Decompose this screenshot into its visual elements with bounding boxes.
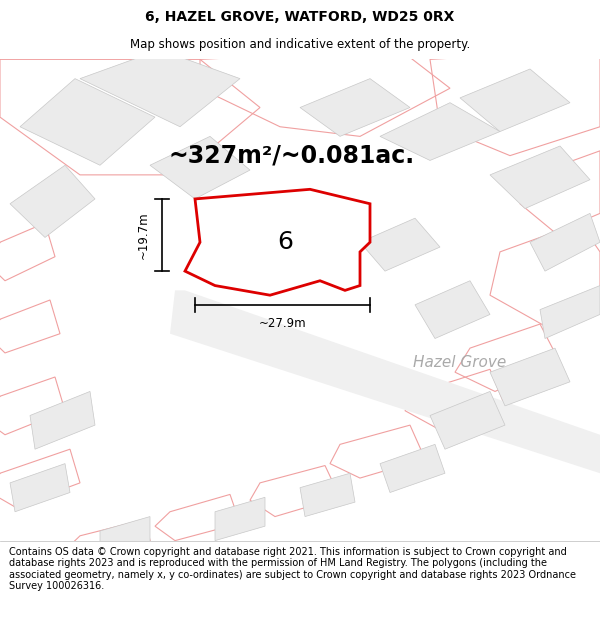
Text: ~327m²/~0.081ac.: ~327m²/~0.081ac. <box>168 144 414 168</box>
Text: ~19.7m: ~19.7m <box>137 211 150 259</box>
Polygon shape <box>215 498 265 541</box>
Polygon shape <box>530 213 600 271</box>
Polygon shape <box>415 281 490 339</box>
Polygon shape <box>300 473 355 516</box>
Text: Contains OS data © Crown copyright and database right 2021. This information is : Contains OS data © Crown copyright and d… <box>9 546 576 591</box>
Polygon shape <box>10 165 95 238</box>
Polygon shape <box>430 391 505 449</box>
Polygon shape <box>540 286 600 339</box>
Text: ~27.9m: ~27.9m <box>259 318 307 331</box>
Polygon shape <box>150 136 250 199</box>
Polygon shape <box>490 146 590 209</box>
Polygon shape <box>380 102 500 161</box>
Polygon shape <box>380 444 445 493</box>
Text: Hazel Grove: Hazel Grove <box>413 355 506 370</box>
Text: 6: 6 <box>277 230 293 254</box>
Polygon shape <box>80 50 240 127</box>
Text: 6, HAZEL GROVE, WATFORD, WD25 0RX: 6, HAZEL GROVE, WATFORD, WD25 0RX <box>145 9 455 24</box>
Polygon shape <box>490 348 570 406</box>
Text: Map shows position and indicative extent of the property.: Map shows position and indicative extent… <box>130 38 470 51</box>
Polygon shape <box>30 391 95 449</box>
Polygon shape <box>185 189 370 295</box>
Polygon shape <box>360 218 440 271</box>
Polygon shape <box>20 79 155 165</box>
Polygon shape <box>170 291 600 473</box>
Polygon shape <box>100 516 150 560</box>
Polygon shape <box>300 79 410 136</box>
Polygon shape <box>460 69 570 131</box>
Polygon shape <box>10 464 70 512</box>
